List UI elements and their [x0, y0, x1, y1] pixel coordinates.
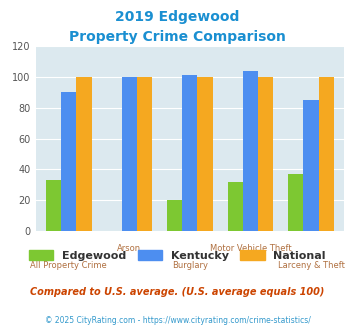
Text: © 2025 CityRating.com - https://www.cityrating.com/crime-statistics/: © 2025 CityRating.com - https://www.city…: [45, 315, 310, 325]
Text: Burglary: Burglary: [172, 261, 208, 270]
Bar: [61, 92, 76, 231]
Text: Property Crime Comparison: Property Crime Comparison: [69, 30, 286, 44]
Text: Arson: Arson: [117, 244, 141, 253]
Bar: [243, 71, 258, 231]
Bar: [228, 182, 243, 231]
Bar: [76, 77, 92, 231]
Bar: [122, 77, 137, 231]
Text: Motor Vehicle Theft: Motor Vehicle Theft: [210, 244, 291, 253]
Legend: Edgewood, Kentucky, National: Edgewood, Kentucky, National: [26, 247, 329, 264]
Bar: [288, 174, 304, 231]
Text: Compared to U.S. average. (U.S. average equals 100): Compared to U.S. average. (U.S. average …: [30, 287, 325, 297]
Text: All Property Crime: All Property Crime: [31, 261, 107, 270]
Text: 2019 Edgewood: 2019 Edgewood: [115, 10, 240, 24]
Bar: [197, 77, 213, 231]
Text: Larceny & Theft: Larceny & Theft: [278, 261, 344, 270]
Bar: [167, 200, 182, 231]
Bar: [304, 100, 319, 231]
Bar: [319, 77, 334, 231]
Bar: [46, 180, 61, 231]
Bar: [258, 77, 273, 231]
Bar: [137, 77, 152, 231]
Bar: [182, 76, 197, 231]
